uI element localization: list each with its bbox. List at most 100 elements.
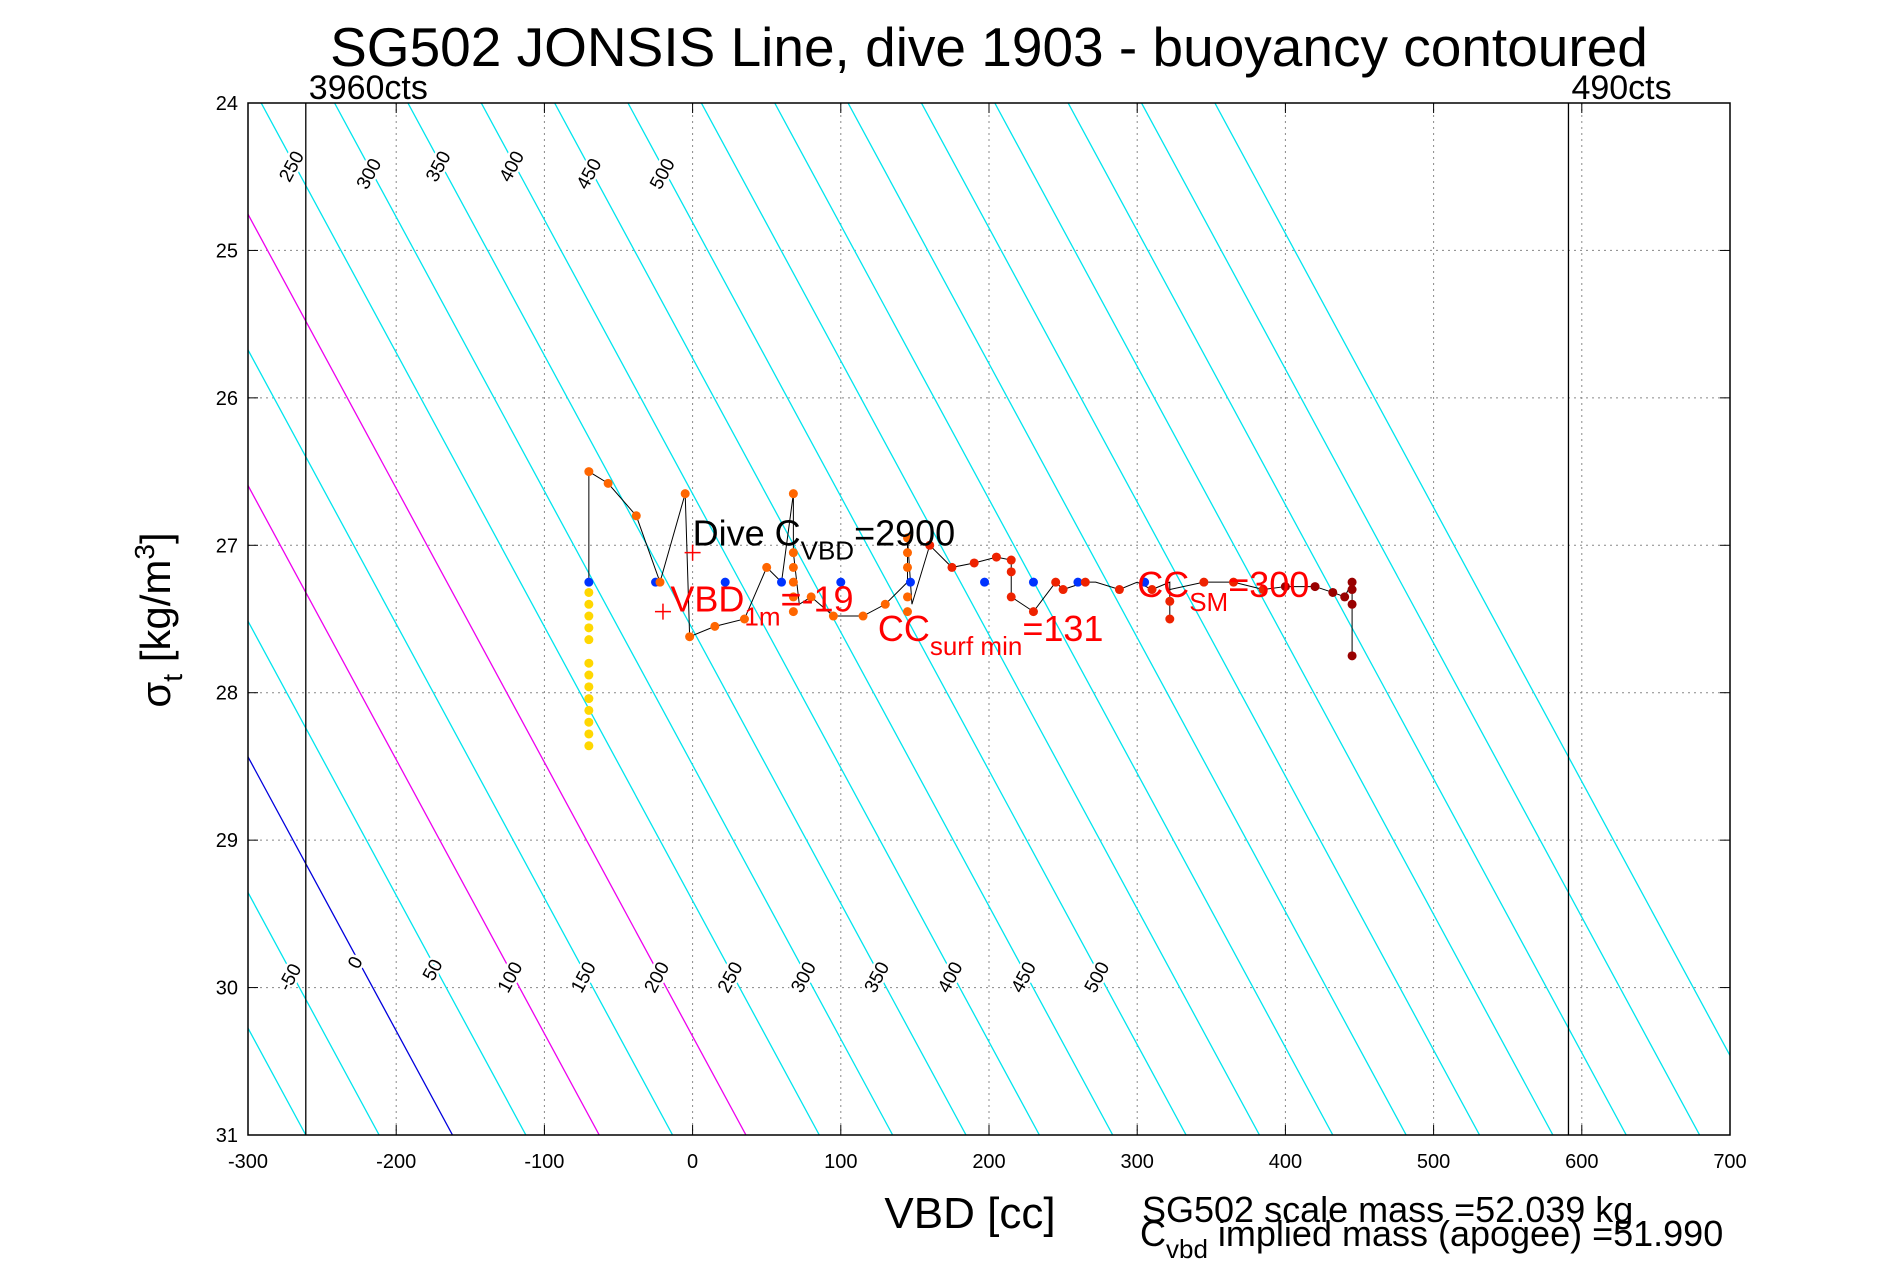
annotation-sub: surf min: [930, 631, 1022, 661]
data-point: [1073, 577, 1083, 587]
y-axis-label-sup: 3: [129, 544, 160, 560]
footer-implied-mass: Cvbd implied mass (apogee) =51.990: [1140, 1213, 1723, 1262]
x-axis-label: VBD [cc]: [884, 1189, 1055, 1238]
y-tick-label: 26: [216, 388, 238, 410]
buoyancy-contour-line: [260, 103, 820, 1135]
data-point: [584, 635, 594, 645]
data-point: [680, 489, 690, 499]
data-point: [777, 577, 787, 587]
x-tick-label: 100: [824, 1151, 857, 1173]
data-point: [788, 489, 798, 499]
y-axis-label-main: σ: [132, 682, 179, 708]
data-point: [1347, 599, 1357, 609]
data-point: [584, 599, 594, 609]
x-tick-label: 600: [1565, 1151, 1598, 1173]
data-point: [902, 607, 912, 617]
y-tick-label: 29: [216, 830, 238, 852]
x-tick-label: 0: [687, 1151, 698, 1173]
data-point: [1114, 585, 1124, 595]
data-point: [902, 562, 912, 572]
y-tick-label: 27: [216, 535, 238, 557]
data-point: [1006, 567, 1016, 577]
y-axis-label: σt [kg/m3]: [129, 532, 188, 707]
data-point: [905, 577, 915, 587]
data-point: [685, 632, 695, 642]
data-point: [858, 611, 868, 621]
annotation-sub: SM: [1189, 587, 1228, 617]
data-point: [631, 511, 641, 521]
data-point: [1328, 587, 1338, 597]
data-point: [788, 562, 798, 572]
axes: -300 -200 -100 0 100 200 300 400 500 600 700 24 25 26…: [216, 93, 1747, 1173]
x-tick-label: 200: [972, 1151, 1005, 1173]
data-point: [584, 694, 594, 704]
data-point: [947, 562, 957, 572]
data-point: [828, 611, 838, 621]
buoyancy-contour-line: [0, 103, 86, 1135]
data-point: [1310, 582, 1320, 592]
annotation-tail: =2900: [854, 512, 955, 553]
buoyancy-contour-line: [0, 103, 12, 1135]
y-tick-label: 28: [216, 683, 238, 705]
data-point: [1347, 585, 1357, 595]
footer-implied-mass-main: C: [1140, 1213, 1166, 1254]
annotation: VBD1m=-19: [670, 579, 853, 632]
buoyancy-contour-line: [248, 484, 600, 1135]
data-point: [1340, 592, 1350, 602]
data-point: [584, 717, 594, 727]
data-point: [584, 467, 594, 477]
data-series: [584, 467, 1357, 751]
data-point: [902, 592, 912, 602]
data-point: [584, 623, 594, 633]
data-point: [902, 533, 912, 543]
buoyancy-contour-line: [1140, 103, 1701, 1135]
buoyancy-contour-line: [248, 212, 747, 1135]
data-point: [806, 592, 816, 602]
annotation-main: CC: [878, 608, 930, 649]
data-point: [584, 658, 594, 668]
data-point: [584, 670, 594, 680]
annotation-main: Dive C: [693, 512, 801, 553]
count-line-label: 3960cts: [309, 69, 428, 107]
svg-text:σt [kg/m3]: σt [kg/m3]: [129, 532, 188, 707]
data-point: [1006, 555, 1016, 565]
data-point: [710, 621, 720, 631]
data-point: [1140, 577, 1150, 587]
data-point: [584, 729, 594, 739]
data-point: [969, 558, 979, 568]
buoyancy-contour-line: [248, 891, 380, 1135]
footer-implied-mass-sub: vbd: [1166, 1234, 1208, 1262]
data-point: [584, 741, 594, 751]
buoyancy-contour-line: [480, 103, 1040, 1135]
x-tick-label: 400: [1269, 1151, 1302, 1173]
buoyancy-contour-line: [774, 103, 1334, 1135]
footer-implied-mass-tail: implied mass (apogee) =51.990: [1208, 1213, 1723, 1254]
data-point: [584, 587, 594, 597]
buoyancy-contour-line: [0, 103, 232, 1135]
data-point: [788, 577, 798, 587]
annotation-sub: 1m: [744, 602, 780, 632]
chart-title: SG502 JONSIS Line, dive 1903 - buoyancy …: [330, 16, 1648, 78]
data-point: [788, 548, 798, 558]
buoyancy-contour-line: [920, 103, 1481, 1135]
data-point: [1199, 577, 1209, 587]
buoyancy-contour-line: [248, 348, 674, 1135]
y-tick-label: 24: [216, 93, 238, 115]
annotation: CCSM=300: [1137, 564, 1309, 617]
y-axis-label-close: ]: [132, 532, 179, 544]
footer-scale-mass: SG502 scale mass =52.039 kg: [1142, 1189, 1633, 1230]
data-point: [739, 614, 749, 624]
buoyancy-contour-line: [1067, 103, 1627, 1135]
buoyancy-contour-line: [248, 755, 454, 1135]
data-point: [1229, 577, 1239, 587]
buoyancy-contour-line: [627, 103, 1187, 1135]
data-point: [1258, 585, 1268, 595]
data-point: [991, 552, 1001, 562]
data-point: [1280, 582, 1290, 592]
buoyancy-contour-line: [700, 103, 1261, 1135]
data-point: [584, 682, 594, 692]
data-point: [836, 577, 846, 587]
annotation-sub: VBD: [801, 535, 854, 565]
